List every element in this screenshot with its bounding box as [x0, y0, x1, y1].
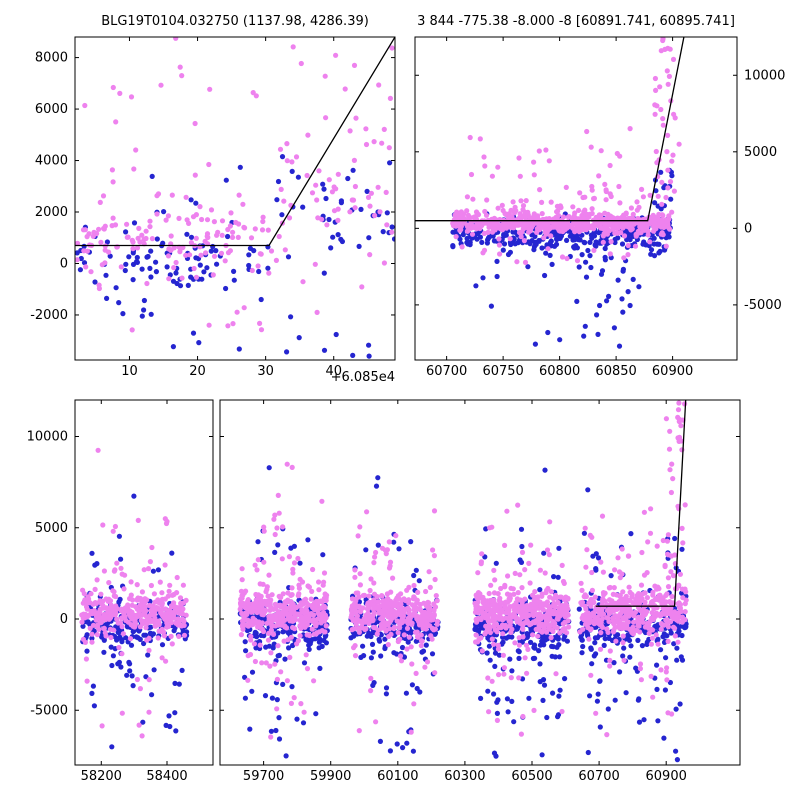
y-tick-label: 0 [60, 256, 68, 271]
ticks-bottom-right [220, 400, 740, 765]
x-tick-label: 60100 [377, 769, 418, 784]
x-tick-label: 58400 [146, 769, 187, 784]
axes-frame-top-left [74, 36, 396, 361]
x-tick-label: 59900 [310, 769, 351, 784]
axes-frame-bottom-right [219, 399, 741, 766]
x-tick-label: 60300 [444, 769, 485, 784]
model-line-top-right [415, 37, 685, 222]
violet-points-group [79, 447, 189, 739]
scatter-layer-bottom-right [237, 400, 689, 763]
violet-points-group [75, 37, 395, 333]
y-tick-label: 5000 [35, 521, 68, 536]
x-tick-label: 59700 [243, 769, 284, 784]
axes-frame-bottom-left [74, 399, 214, 766]
y-tick-label: -5000 [744, 298, 782, 313]
subplot-title-right: 3 844 -775.38 -8.000 -8 [60891.741, 6089… [417, 14, 735, 29]
y-tick-label: 0 [744, 221, 752, 236]
panel-top-right: 60700 60750 60800 60850 60900 -5000 0 5000 10000 [414, 36, 785, 379]
x-tick-label: 60700 [578, 769, 619, 784]
y-tick-label: -5000 [30, 703, 68, 718]
x-tick-label: 60800 [539, 364, 580, 379]
scatter-layer-top-left [75, 37, 395, 359]
scatter-layer-bottom-left [79, 447, 190, 750]
x-tick-label: 30 [257, 364, 274, 379]
y-tick-label: 8000 [35, 51, 68, 66]
y-tick-label: 4000 [35, 154, 68, 169]
panel-bottom-right: 59700 59900 60100 60300 60500 60700 60900 [219, 399, 741, 784]
x-tick-label: 60900 [646, 769, 687, 784]
model-line-top-left [75, 37, 395, 247]
y-tick-label: 10000 [27, 430, 68, 445]
subplot-title-left: BLG19T0104.032750 (1137.98, 4286.39) [101, 14, 369, 29]
panel-top-left: 10 20 30 40 -2000 0 2000 4000 6000 8000 [30, 36, 396, 379]
x-tick-label: 10 [121, 364, 138, 379]
x-tick-label: 40 [325, 364, 342, 379]
y-tick-label: 10000 [744, 68, 785, 83]
y-tick-label: -2000 [30, 308, 68, 323]
x-tick-label: 60900 [652, 364, 693, 379]
y-tick-label: 0 [60, 612, 68, 627]
violet-points-group [450, 37, 682, 265]
violet-points-group [237, 400, 689, 740]
y-tick-label: 6000 [35, 102, 68, 117]
y-tick-label: 5000 [744, 145, 777, 160]
ticks-bottom-left [75, 400, 213, 765]
model-line-bottom-right [595, 400, 687, 607]
x-tick-label: 60500 [511, 769, 552, 784]
ticks-top-right [415, 37, 737, 360]
axes-frame-top-right [414, 36, 738, 361]
panel-bottom-left: 58200 58400 -5000 0 5000 10000 [27, 399, 214, 785]
tick-labels-bottom-left: 58200 58400 -5000 0 5000 10000 [27, 430, 188, 785]
x-tick-label: 60750 [482, 364, 523, 379]
y-tick-label: 2000 [35, 205, 68, 220]
blue-points-group [75, 154, 395, 359]
scatter-layer-top-right [450, 37, 682, 349]
x-tick-label: 60850 [595, 364, 636, 379]
tick-labels-top-right: 60700 60750 60800 60850 60900 -5000 0 5000 10000 [426, 68, 785, 379]
tick-labels-bottom-right: 59700 59900 60100 60300 60500 60700 60900 [243, 769, 687, 784]
x-tick-label: 60700 [426, 364, 467, 379]
x-tick-label: 20 [189, 364, 206, 379]
tick-labels-top-left: 10 20 30 40 -2000 0 2000 4000 6000 8000 [30, 51, 342, 379]
ticks-top-left [75, 37, 395, 360]
x-axis-offset-label: +6.085e4 [330, 370, 395, 385]
x-tick-label: 58200 [81, 769, 122, 784]
